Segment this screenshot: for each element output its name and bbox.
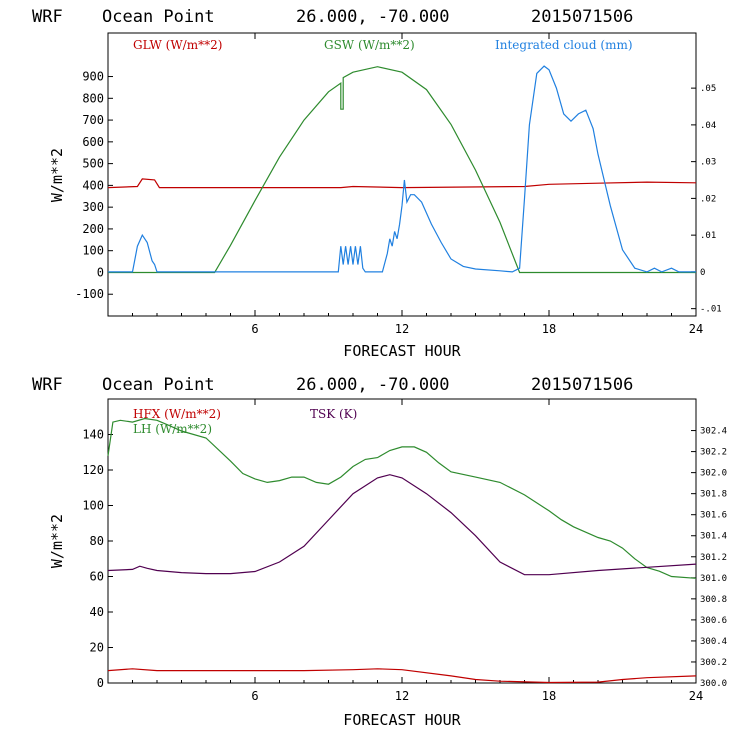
chart2-ytick-label: 60: [90, 570, 104, 584]
chart2-series-2-line: [107, 417, 697, 579]
chart1-frame: [107, 32, 697, 317]
chart1-header-model: WRF: [32, 7, 63, 27]
chart1-legend-2: GSW (W/m**2): [324, 38, 415, 52]
chart1-xtick-label: 6: [251, 322, 258, 336]
chart1-ylabel: W/m**2: [48, 148, 66, 202]
chart2-y2tick-label: 300.2: [700, 658, 727, 668]
chart2-xtick-label: 24: [689, 689, 703, 703]
chart2-series-3-line: [107, 474, 697, 576]
chart1-ytick-label: 700: [82, 113, 104, 127]
chart1-xlabel: FORECAST HOUR: [343, 342, 461, 360]
chart2-xlabel: FORECAST HOUR: [343, 711, 461, 729]
chart2-y2tick-label: 301.6: [700, 511, 727, 521]
chart1-y2tick-label: -.01: [700, 305, 722, 315]
chart1-xtick-label: 12: [395, 322, 409, 336]
chart1-legend-1: GLW (W/m**2): [133, 38, 222, 52]
chart1-series-2-line: [108, 66, 696, 274]
chart2-xtick-label: 6: [251, 689, 258, 703]
chart2-ytick-label: 40: [90, 605, 104, 619]
chart2-y2tick-label: 302.0: [700, 469, 727, 479]
chart1-y2tick-label: .05: [700, 84, 716, 94]
chart2-legend-2: LH (W/m**2): [133, 422, 212, 436]
chart2-y2tick-label: 300.6: [700, 616, 727, 626]
chart2-y2tick-label: 301.2: [700, 553, 727, 563]
chart1-ytick-label: 100: [82, 244, 104, 258]
chart1-ytick-label: 200: [82, 222, 104, 236]
chart2-header-coords: 26.000, -70.000: [296, 375, 450, 395]
chart2-frame: [107, 398, 697, 684]
chart2-xtick-label: 12: [395, 689, 409, 703]
chart2-xtick-label: 18: [542, 689, 556, 703]
chart1-y2tick-label: .02: [700, 194, 716, 204]
chart2-y2tick-label: 300.4: [700, 637, 727, 647]
chart1-header-date: 2015071506: [531, 7, 633, 27]
chart1-header-coords: 26.000, -70.000: [296, 7, 450, 27]
chart2-y2tick-label: 302.4: [700, 427, 727, 437]
chart2-header-date: 2015071506: [531, 375, 633, 395]
chart1-ytick-label: -100: [75, 287, 104, 301]
chart2-y2tick-label: 301.8: [700, 490, 727, 500]
chart1-series-1-line: [107, 178, 697, 189]
chart1-y2tick-label: .04: [700, 121, 716, 131]
chart1-ytick-label: 800: [82, 91, 104, 105]
chart2-ytick-label: 140: [82, 428, 104, 442]
chart2-ytick-label: 100: [82, 499, 104, 513]
chart1-ytick-label: 400: [82, 178, 104, 192]
chart2-y2tick-label: 301.4: [700, 532, 727, 542]
chart1-y2tick-label: .01: [700, 231, 716, 241]
chart2-ytick-label: 120: [82, 463, 104, 477]
chart2-legend-1: HFX (W/m**2): [133, 407, 221, 421]
chart2-ytick-label: 20: [90, 641, 104, 655]
chart2-header-location: Ocean Point: [102, 375, 215, 395]
chart1-legend-3: Integrated cloud (mm): [495, 38, 633, 52]
chart1-ytick-label: 900: [82, 70, 104, 84]
chart2-header-model: WRF: [32, 375, 63, 395]
chart2-ytick-label: 80: [90, 534, 104, 548]
chart1-ytick-label: 0: [97, 265, 104, 279]
chart2-legend-3: TSK (K): [310, 407, 357, 421]
chart1-y2tick-label: 0: [700, 268, 705, 278]
chart1-xtick-label: 18: [542, 322, 556, 336]
chart1-series-3-line: [108, 65, 696, 273]
chart2-y2tick-label: 301.0: [700, 574, 727, 584]
chart1-ytick-label: 500: [82, 157, 104, 171]
chart2-y2tick-label: 300.0: [700, 679, 727, 689]
chart2-y2tick-label: 302.2: [700, 448, 727, 458]
chart1-y2tick-label: .03: [700, 158, 716, 168]
chart2-series-1-line: [107, 668, 697, 684]
chart2-y2tick-label: 300.8: [700, 595, 727, 605]
chart1-header-location: Ocean Point: [102, 7, 215, 27]
chart1-ytick-label: 600: [82, 135, 104, 149]
chart1-xtick-label: 24: [689, 322, 703, 336]
chart1-ytick-label: 300: [82, 200, 104, 214]
chart2-ylabel: W/m**2: [48, 514, 66, 568]
chart2-ytick-label: 0: [97, 676, 104, 690]
